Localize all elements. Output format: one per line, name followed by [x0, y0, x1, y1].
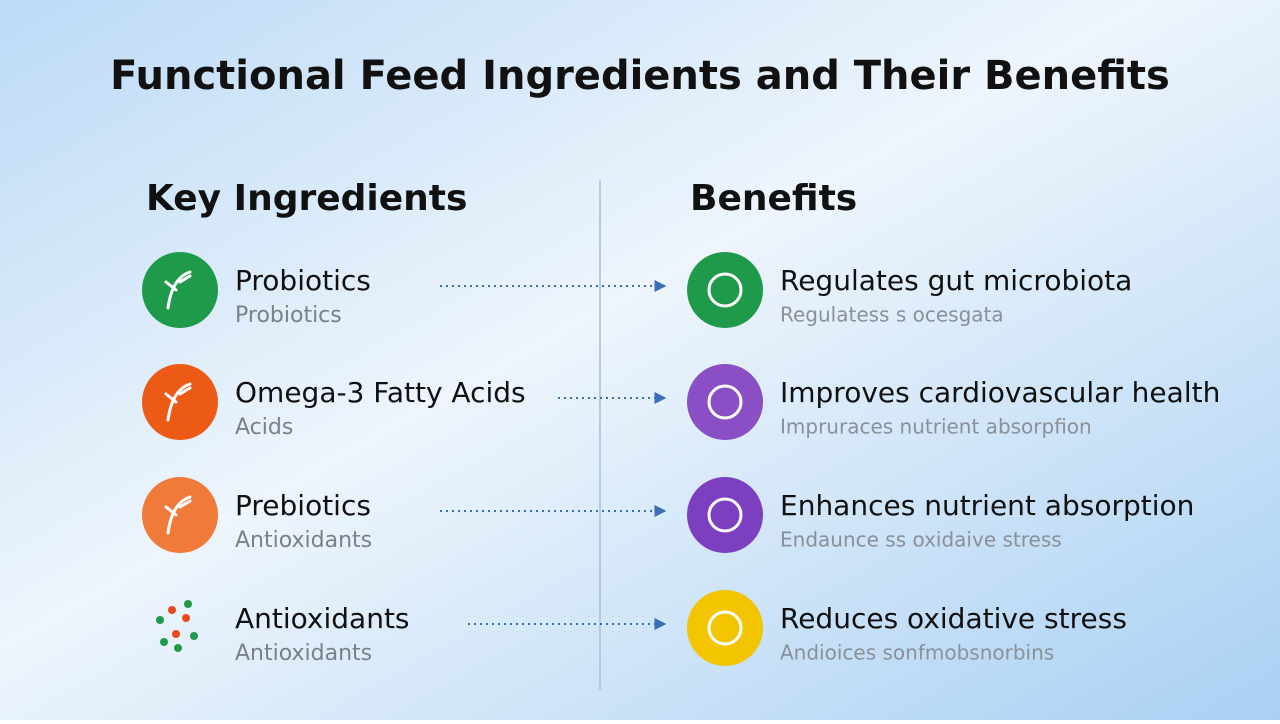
- benefit-subtext: Impruraces nutrient absorpfion: [780, 415, 1092, 439]
- benefit-icon: [687, 364, 763, 440]
- benefit-subtext: Andioices sonfmobsnorbins: [780, 641, 1054, 665]
- ingredient-name: Omega-3 Fatty Acids: [235, 376, 526, 409]
- ingredient-subtext: Probiotics: [235, 303, 342, 328]
- icon-dot: [184, 600, 192, 608]
- icon-glyph: [164, 270, 192, 310]
- icon-dot: [156, 616, 164, 624]
- icon-dot: [168, 606, 176, 614]
- icon-dot: [174, 644, 182, 652]
- icon-dot: [190, 632, 198, 640]
- ingredient-icon: [142, 364, 218, 440]
- benefit-name: Improves cardiovascular health: [780, 376, 1220, 409]
- icon-glyph: [164, 495, 192, 535]
- icon-dot: [160, 638, 168, 646]
- ingredient-icon: [142, 477, 218, 553]
- icon-glyph: [707, 610, 743, 646]
- benefit-icon: [687, 477, 763, 553]
- benefit-icon: [687, 252, 763, 328]
- icon-dot: [182, 614, 190, 622]
- icon-glyph: [707, 497, 743, 533]
- ingredient-subtext: Antioxidants: [235, 528, 372, 553]
- benefit-icon: [687, 590, 763, 666]
- ingredient-name: Antioxidants: [235, 602, 410, 635]
- benefit-name: Regulates gut microbiota: [780, 264, 1132, 297]
- title: Functional Feed Ingredients and Their Be…: [110, 53, 1170, 99]
- icon-glyph: [707, 384, 743, 420]
- column-heading: Key Ingredients: [146, 178, 467, 219]
- ingredient-name: Prebiotics: [235, 489, 371, 522]
- ingredient-icon: [142, 252, 218, 328]
- icon-glyph: [707, 272, 743, 308]
- ingredient-subtext: Antioxidants: [235, 641, 372, 666]
- icon-glyph: [164, 382, 192, 422]
- ingredient-subtext: Acids: [235, 415, 293, 440]
- column-heading: Benefits: [690, 178, 857, 219]
- benefit-subtext: Endaunce ss oxidaive stress: [780, 528, 1062, 552]
- benefit-name: Enhances nutrient absorption: [780, 489, 1194, 522]
- benefit-subtext: Regulatess s ocesgata: [780, 303, 1004, 327]
- ingredient-name: Probiotics: [235, 264, 371, 297]
- benefit-name: Reduces oxidative stress: [780, 602, 1127, 635]
- icon-dot: [172, 630, 180, 638]
